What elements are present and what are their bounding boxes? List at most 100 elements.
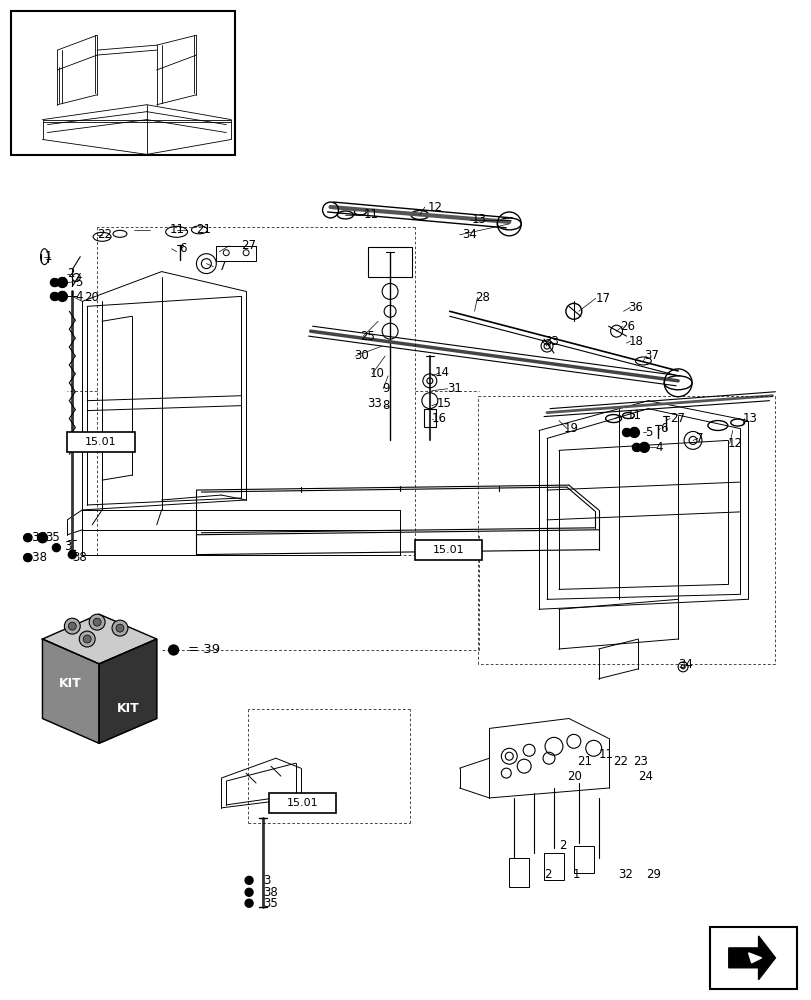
Text: 27: 27: [241, 239, 255, 252]
Text: 1: 1: [572, 868, 580, 881]
Text: 33: 33: [543, 335, 558, 348]
Bar: [543, 853, 563, 880]
Polygon shape: [42, 614, 157, 664]
Ellipse shape: [165, 226, 187, 237]
Text: ●38: ●38: [23, 551, 48, 564]
Circle shape: [37, 533, 47, 543]
Text: 4: 4: [75, 290, 83, 303]
Text: 2: 2: [67, 267, 75, 280]
Circle shape: [50, 292, 58, 300]
Circle shape: [638, 442, 649, 452]
Bar: [573, 846, 593, 873]
Circle shape: [629, 427, 638, 437]
Polygon shape: [748, 953, 761, 963]
Text: 6: 6: [659, 422, 667, 435]
Circle shape: [50, 279, 58, 286]
Text: 18: 18: [628, 335, 642, 348]
Text: 21: 21: [196, 223, 211, 236]
Text: 15.01: 15.01: [85, 437, 117, 447]
Text: 22: 22: [613, 755, 628, 768]
Text: 13: 13: [471, 213, 486, 226]
Circle shape: [93, 618, 101, 626]
Polygon shape: [99, 639, 157, 743]
Bar: [508, 858, 529, 887]
Text: KIT: KIT: [117, 702, 139, 715]
Bar: [11, 11, 235, 155]
Text: 7: 7: [219, 260, 226, 273]
Text: 11: 11: [598, 748, 613, 761]
Text: ●4: ●4: [631, 441, 649, 454]
Circle shape: [24, 534, 32, 542]
Text: 22: 22: [97, 228, 112, 241]
Text: 16: 16: [431, 412, 446, 425]
Circle shape: [169, 645, 178, 655]
Bar: [709, 927, 796, 989]
Text: 11: 11: [626, 409, 641, 422]
Text: 38: 38: [72, 551, 87, 564]
Text: = 39: = 39: [187, 643, 219, 656]
Ellipse shape: [113, 230, 127, 237]
Bar: [368, 247, 411, 277]
Text: 34: 34: [677, 658, 692, 671]
Circle shape: [112, 620, 128, 636]
Circle shape: [68, 551, 76, 559]
Text: 21: 21: [576, 755, 591, 768]
Text: KIT: KIT: [59, 677, 82, 690]
Text: 15.01: 15.01: [432, 545, 464, 555]
Text: ●5: ●5: [620, 426, 638, 439]
Text: 37: 37: [644, 349, 659, 362]
Text: 10: 10: [369, 367, 384, 380]
Text: 9: 9: [382, 382, 389, 395]
Text: 14: 14: [434, 366, 449, 379]
Bar: [423, 409, 436, 427]
Circle shape: [68, 622, 76, 630]
Text: 38: 38: [263, 886, 277, 899]
Text: 12: 12: [427, 201, 442, 214]
Ellipse shape: [41, 249, 49, 265]
Circle shape: [79, 631, 95, 647]
Polygon shape: [728, 936, 775, 980]
Text: 2: 2: [558, 839, 566, 852]
Circle shape: [632, 443, 640, 451]
Bar: [216, 246, 255, 261]
Circle shape: [245, 899, 253, 907]
Text: 30: 30: [354, 349, 369, 362]
Text: 35: 35: [45, 531, 60, 544]
Bar: [268, 793, 336, 813]
Text: 3: 3: [263, 874, 270, 887]
Ellipse shape: [191, 226, 207, 234]
Text: ●35: ●35: [23, 531, 48, 544]
Circle shape: [245, 888, 253, 896]
Text: 12: 12: [727, 437, 742, 450]
Text: 27: 27: [669, 412, 684, 425]
Text: 13: 13: [742, 412, 757, 425]
Circle shape: [83, 635, 91, 643]
Circle shape: [622, 428, 629, 436]
Text: 17: 17: [595, 292, 610, 305]
Circle shape: [58, 278, 67, 287]
Circle shape: [64, 618, 80, 634]
Text: 6: 6: [179, 242, 187, 255]
Text: 32: 32: [618, 868, 633, 881]
Text: 5: 5: [75, 276, 83, 289]
Text: 35: 35: [263, 897, 277, 910]
Circle shape: [89, 614, 105, 630]
Text: 26: 26: [620, 320, 635, 333]
Text: 15.01: 15.01: [286, 798, 318, 808]
Text: 20: 20: [84, 291, 99, 304]
Text: 28: 28: [475, 291, 490, 304]
Text: 34: 34: [462, 228, 477, 241]
Text: 20: 20: [566, 770, 581, 783]
Text: 15: 15: [436, 397, 451, 410]
Text: 36: 36: [628, 301, 642, 314]
Text: 19: 19: [563, 422, 578, 435]
Bar: [414, 540, 482, 560]
Text: 1: 1: [45, 250, 52, 263]
Text: 8: 8: [382, 399, 389, 412]
Circle shape: [53, 544, 60, 552]
Text: 5: 5: [645, 426, 652, 439]
Text: 2: 2: [543, 868, 551, 881]
Bar: [67, 432, 135, 452]
Text: 7: 7: [695, 432, 702, 445]
Ellipse shape: [93, 232, 111, 241]
